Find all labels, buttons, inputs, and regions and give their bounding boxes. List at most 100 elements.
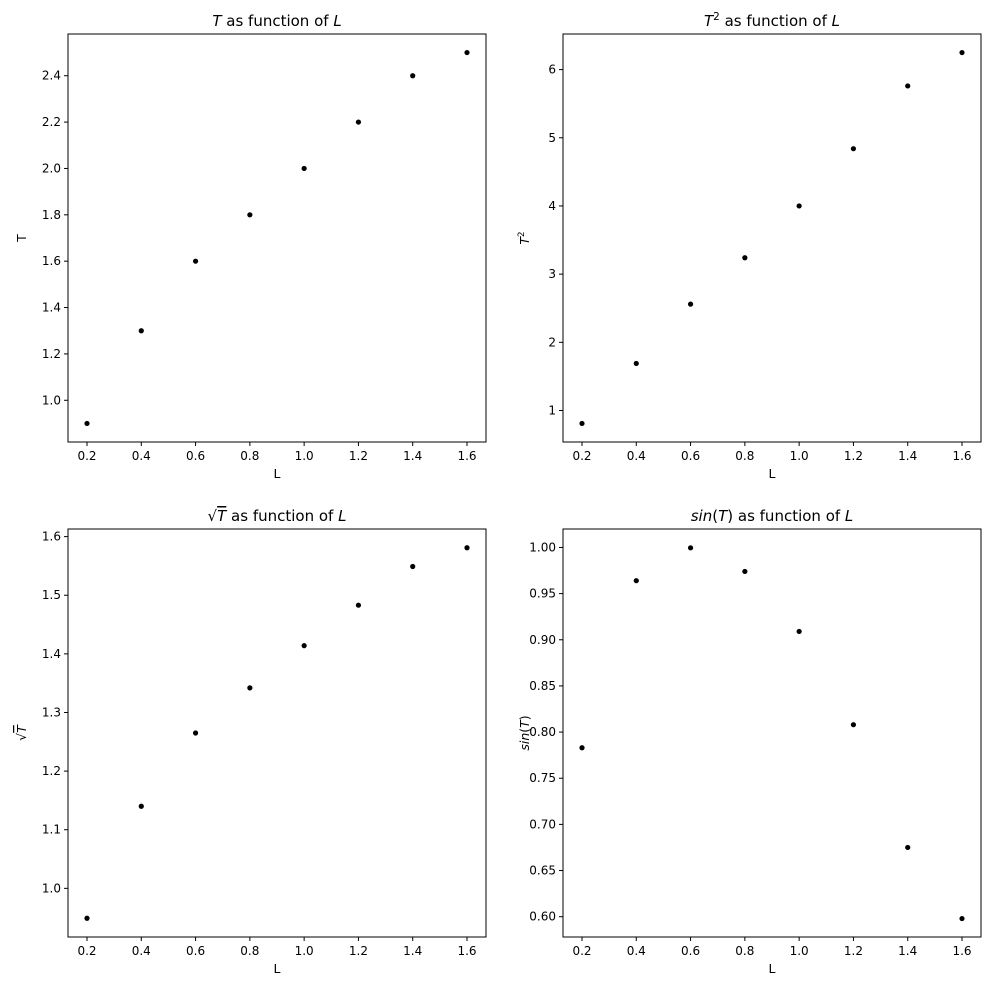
data-point [301,165,307,172]
subplot-sin-t-vs-l: sin(T) as function of L0.2 0.4 0.6 0.8 1.0 1.… [517,507,982,976]
text-part: T [212,12,223,30]
data-point [959,49,965,56]
text-part: √ [208,507,218,525]
data-point [464,545,470,551]
y-tick-label: 1.3 [42,705,61,719]
x-tick-label: 1.6 [952,944,971,958]
y-tick-label: 0.65 [529,864,556,878]
data-point [579,745,585,751]
data-point [905,844,911,851]
text-part: L [274,961,281,976]
x-tick-label: 0.6 [186,449,205,463]
x-tick-label: 1.0 [295,944,314,958]
y-tick-label: 3 [548,267,556,281]
text-part: L [338,507,346,525]
text-part: L [333,12,341,30]
data-point [850,146,857,152]
y-tick-label: 1.4 [42,647,61,661]
y-tick-label: 1 [548,404,556,418]
x-tick-label: 0.8 [240,944,259,958]
y-tick-label: 6 [548,63,556,77]
data-point [796,203,802,209]
data-point [687,301,694,307]
data-point [742,255,748,261]
y-tick-label: 0.75 [529,771,556,785]
x-tick-label: 1.0 [295,449,314,463]
x-tick-label: 1.6 [457,449,476,463]
data-point [959,915,965,922]
text-part: L [769,466,776,481]
y-tick-label: 1.6 [42,530,61,544]
data-point [301,643,307,649]
data-point [905,83,911,89]
data-point [410,563,416,570]
y-tick-label: 1.6 [42,254,61,268]
text-part: as function of [222,12,334,30]
x-tick-label: 1.6 [457,944,476,958]
y-tick-label: 5 [548,131,556,145]
x-tick-label: 1.4 [403,944,422,958]
text-part: T [704,12,715,30]
data-point [138,803,144,809]
y-tick-label: 0.90 [529,633,556,647]
y-tick-label: 0.85 [529,679,556,693]
y-tick-label: 2.2 [42,115,61,129]
data-point [464,49,470,56]
x-tick-label: 0.8 [735,449,754,463]
text-part: as function of [720,12,832,30]
text-part: as function of [226,507,338,525]
text-part: 2 [517,231,527,237]
chart-title: √T as function of L [208,507,347,525]
text-part: ( [517,728,532,733]
y-tick-label: 0.95 [529,587,556,601]
data-point [355,602,362,608]
text-part: L [274,466,281,481]
x-axis-label: L [274,961,281,976]
x-tick-label: 1.2 [844,449,863,463]
y-tick-label: 1.0 [42,393,61,407]
data-point [850,722,857,728]
x-tick-label: 0.2 [77,944,96,958]
y-axis-label: T2 [517,231,532,244]
data-point [796,628,802,635]
data-point [138,328,144,334]
y-tick-label: 1.00 [529,540,556,554]
y-tick-label: 2 [548,335,556,349]
text-part: √ [14,733,29,741]
x-tick-label: 0.2 [77,449,96,463]
y-tick-label: 0.70 [529,817,556,831]
x-tick-label: 1.2 [844,944,863,958]
data-point [687,545,694,551]
text-part: sin [691,507,713,525]
x-tick-label: 0.6 [681,944,700,958]
y-tick-label: 1.5 [42,588,61,602]
text-part: L [845,507,853,525]
data-point [84,420,90,427]
data-point [192,730,199,736]
text-part: L [832,12,840,30]
data-point [247,212,253,218]
x-axis-label: L [274,466,281,481]
y-tick-label: 0.80 [529,725,556,739]
plot-frame [67,528,487,938]
y-axis-label: sin(T) [517,715,532,750]
data-point [355,119,362,125]
data-point [633,360,639,367]
x-axis-label: L [769,961,776,976]
text-part: sin [517,733,532,751]
x-tick-label: 1.6 [952,449,971,463]
x-tick-label: 1.2 [349,449,368,463]
data-point [633,578,639,584]
subplot-t-squared-vs-l: T2 as function of L0.2 0.4 0.6 0.8 1.0 1.2 1.4… [517,11,982,481]
y-tick-label: 1.2 [42,347,61,361]
text-part: L [769,961,776,976]
data-point [247,685,253,691]
x-tick-label: 1.4 [403,449,422,463]
x-tick-label: 0.2 [572,944,591,958]
text-part: T [217,507,228,525]
y-axis-label: T [14,234,29,243]
data-point [742,568,748,575]
chart-title: sin(T) as function of L [691,507,854,525]
x-tick-label: 1.2 [349,944,368,958]
